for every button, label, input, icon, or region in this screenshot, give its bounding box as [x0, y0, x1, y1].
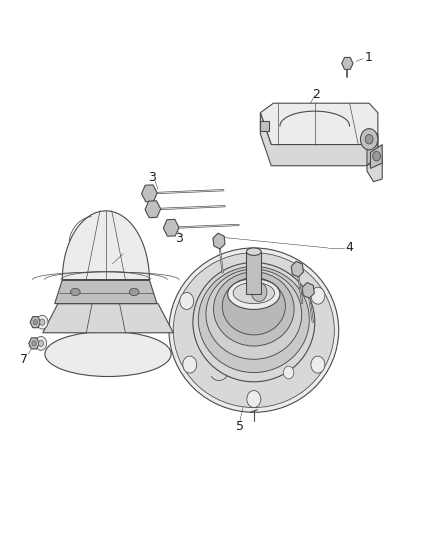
Circle shape: [283, 366, 294, 379]
Ellipse shape: [247, 248, 261, 255]
Polygon shape: [371, 144, 382, 168]
Text: 5: 5: [236, 420, 244, 433]
Circle shape: [32, 341, 36, 346]
Polygon shape: [260, 113, 378, 166]
Circle shape: [40, 319, 45, 325]
Polygon shape: [260, 103, 378, 144]
Text: 3: 3: [148, 171, 155, 184]
Polygon shape: [367, 155, 382, 182]
Ellipse shape: [169, 248, 339, 413]
Polygon shape: [43, 304, 173, 333]
Circle shape: [183, 356, 197, 373]
Polygon shape: [260, 120, 269, 131]
Circle shape: [365, 134, 373, 144]
Circle shape: [35, 336, 47, 350]
Text: 1: 1: [365, 51, 373, 63]
Ellipse shape: [228, 279, 280, 310]
Circle shape: [373, 151, 381, 161]
Circle shape: [311, 287, 325, 304]
Text: 2: 2: [312, 87, 320, 101]
Polygon shape: [55, 280, 157, 304]
Circle shape: [247, 391, 261, 408]
Circle shape: [33, 319, 38, 325]
Circle shape: [251, 282, 267, 302]
Circle shape: [360, 128, 378, 150]
Text: 6: 6: [121, 244, 129, 257]
Ellipse shape: [45, 332, 171, 376]
Text: 4: 4: [345, 241, 353, 254]
Polygon shape: [62, 211, 149, 280]
Ellipse shape: [214, 272, 294, 346]
Ellipse shape: [193, 263, 315, 382]
Text: 7: 7: [20, 353, 28, 366]
Ellipse shape: [198, 266, 309, 373]
Ellipse shape: [129, 288, 139, 296]
Ellipse shape: [71, 288, 80, 296]
Circle shape: [39, 340, 44, 346]
Ellipse shape: [206, 269, 302, 359]
Polygon shape: [367, 134, 378, 166]
Circle shape: [37, 316, 48, 329]
Circle shape: [247, 253, 261, 270]
Ellipse shape: [233, 282, 275, 304]
Ellipse shape: [173, 253, 334, 408]
Polygon shape: [247, 252, 261, 294]
Ellipse shape: [222, 278, 286, 335]
Circle shape: [311, 356, 325, 373]
Text: 3: 3: [175, 232, 183, 245]
Circle shape: [180, 293, 194, 310]
